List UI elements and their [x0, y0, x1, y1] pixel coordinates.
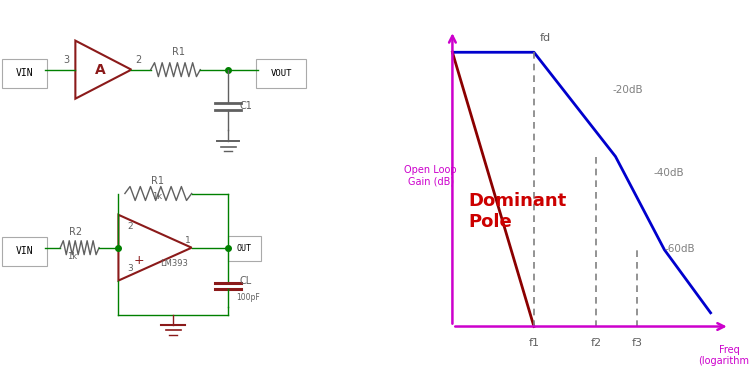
Text: Dominant
Pole: Dominant Pole — [469, 192, 567, 231]
Text: 100pF: 100pF — [236, 293, 260, 303]
Text: VOUT: VOUT — [270, 69, 292, 78]
FancyBboxPatch shape — [2, 237, 47, 266]
Text: C1: C1 — [239, 101, 252, 111]
FancyBboxPatch shape — [2, 59, 47, 88]
Text: CL: CL — [239, 276, 251, 286]
Text: Open Loop
Gain (dB): Open Loop Gain (dB) — [404, 165, 457, 187]
Text: -60dB: -60dB — [664, 245, 695, 255]
FancyBboxPatch shape — [228, 236, 261, 261]
Text: f3: f3 — [631, 338, 643, 348]
Text: f2: f2 — [591, 338, 602, 348]
Text: 1: 1 — [185, 236, 191, 245]
Text: A: A — [95, 63, 106, 77]
Text: 2: 2 — [127, 222, 133, 231]
Text: VIN: VIN — [16, 247, 34, 256]
Text: fd: fd — [539, 33, 551, 43]
Text: R1: R1 — [172, 47, 185, 57]
Text: 1k: 1k — [67, 252, 77, 261]
Text: +: + — [133, 254, 144, 267]
FancyBboxPatch shape — [256, 59, 306, 88]
Text: f1: f1 — [529, 338, 539, 348]
Text: Freq
(logarithmic): Freq (logarithmic) — [698, 344, 749, 366]
Text: R2: R2 — [69, 227, 82, 237]
Text: OUT: OUT — [237, 244, 252, 253]
Text: 1k: 1k — [152, 192, 163, 201]
Text: 3: 3 — [64, 55, 70, 65]
Text: -40dB: -40dB — [654, 168, 684, 178]
Text: R1: R1 — [151, 176, 164, 186]
Text: -20dB: -20dB — [613, 86, 643, 96]
Text: 2: 2 — [136, 55, 142, 65]
Text: LM393: LM393 — [160, 259, 188, 268]
Text: 3: 3 — [127, 264, 133, 273]
Text: VIN: VIN — [16, 68, 34, 78]
